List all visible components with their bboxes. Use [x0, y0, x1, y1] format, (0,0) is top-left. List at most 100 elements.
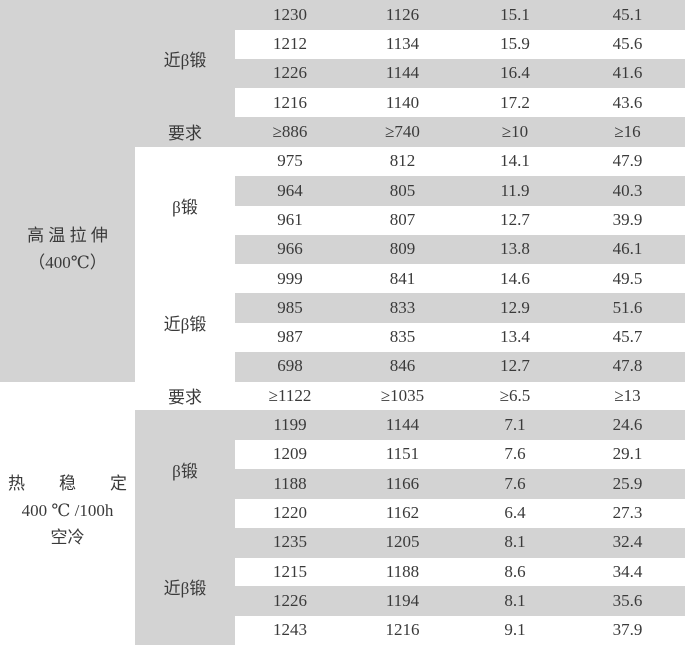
subgroup-shade — [135, 557, 235, 587]
table-cell: 8.1 — [504, 532, 526, 552]
table-cell: 15.9 — [500, 33, 530, 53]
table-cell: 14.6 — [500, 268, 530, 288]
table-cell: 1243 — [273, 620, 307, 640]
group-shade — [0, 351, 135, 382]
row-shade — [235, 586, 685, 617]
table-cell: 1162 — [385, 503, 420, 523]
subgroup-shade — [135, 29, 235, 60]
table-cell: 45.7 — [612, 327, 643, 347]
group-shade — [0, 175, 135, 206]
subgroup-label: 近β锻 — [163, 578, 207, 598]
table-cell: 49.5 — [612, 268, 643, 288]
subgroup-shade — [135, 586, 235, 617]
group-shade — [0, 205, 135, 236]
group-label-line: 空冷 — [50, 527, 85, 547]
group-shade — [0, 87, 135, 118]
group-shade — [0, 146, 135, 177]
table-cell: 37.9 — [612, 620, 643, 640]
subgroup-shade — [135, 498, 235, 529]
table-cell: 985 — [277, 297, 303, 317]
table-cell: 34.4 — [612, 561, 643, 581]
group-label-line: 高 温 拉 伸 — [27, 226, 108, 246]
table-cell: 966 — [277, 239, 303, 259]
table-cell: 40.3 — [612, 180, 643, 200]
table-cell: ≥740 — [385, 121, 420, 141]
group-label: 热 稳 定 400 ℃ /100h 空冷 — [0, 381, 135, 640]
table-cell: 25.9 — [612, 473, 643, 493]
table-cell: 809 — [389, 239, 416, 259]
row-shade — [235, 58, 685, 89]
table-cell: 1144 — [385, 415, 420, 435]
table-cell: 1188 — [273, 473, 307, 493]
table-cell: 1199 — [273, 415, 307, 435]
group-label-line: （400℃） — [28, 253, 107, 273]
table-cell: 47.8 — [612, 356, 643, 376]
table-cell: 961 — [277, 209, 303, 229]
table-cell: 8.6 — [504, 561, 526, 581]
table-cell: 13.8 — [500, 239, 530, 259]
table-cell: 841 — [389, 268, 416, 288]
table-cell: 999 — [277, 268, 303, 288]
table-cell: ≥10 — [501, 121, 529, 141]
subgroup-label: β锻 — [172, 197, 198, 217]
table-cell: 7.6 — [504, 473, 526, 493]
table-cell: 43.6 — [612, 92, 643, 112]
group-shade — [0, 322, 135, 353]
table-cell: 8.1 — [504, 591, 526, 611]
subgroup-label: 要求 — [168, 388, 202, 408]
table-cell: 41.6 — [612, 63, 643, 83]
subgroup-shade — [135, 527, 235, 558]
table-cell: 12.9 — [500, 297, 530, 317]
table-cell: 24.6 — [612, 415, 643, 435]
group-shade — [0, 29, 135, 60]
group-label: 高 温 拉 伸 （400℃） — [0, 117, 135, 381]
group-label-line: 热 稳 定 — [8, 473, 127, 493]
row-shade — [235, 351, 685, 382]
table-cell: 1209 — [273, 444, 307, 464]
row-shade — [235, 117, 685, 148]
subgroup-shade — [135, 469, 235, 499]
table-cell: 805 — [389, 180, 416, 200]
table-cell: 1134 — [385, 33, 420, 53]
row-shade — [235, 469, 685, 499]
table-cell: 46.1 — [612, 239, 643, 259]
table-cell: 964 — [277, 180, 303, 200]
row-shade — [235, 527, 685, 558]
group-label-line: 400 ℃ /100h — [21, 500, 114, 520]
table-cell: ≥13 — [614, 385, 641, 405]
table-cell: 11.9 — [500, 180, 530, 200]
table-cell: 846 — [389, 356, 416, 376]
table-cell: 812 — [389, 151, 416, 171]
table-cell: 1216 — [385, 620, 420, 640]
table-cell: 1144 — [385, 63, 420, 83]
group-shade — [0, 117, 135, 148]
subgroup-shade — [135, 439, 235, 470]
row-shade — [235, 175, 685, 206]
subgroup-shade — [135, 410, 235, 441]
table-cell: ≥16 — [614, 121, 641, 141]
group-shade — [0, 58, 135, 89]
table-cell: 1235 — [273, 532, 307, 552]
subgroup-shade — [135, 87, 235, 118]
table-cell: 975 — [277, 151, 303, 171]
table-cell: 1230 — [273, 4, 307, 24]
table-cell: 698 — [277, 356, 303, 376]
row-shade — [235, 234, 685, 265]
table-cell: 27.3 — [612, 503, 643, 523]
table-cell: 1140 — [385, 92, 420, 112]
table-cell: 987 — [277, 327, 303, 347]
table-cell: 1194 — [385, 591, 420, 611]
table-cell: 1212 — [273, 33, 307, 53]
table-cell: 14.1 — [500, 151, 530, 171]
table-cell: 13.4 — [500, 327, 530, 347]
table-cell: 1226 — [273, 63, 307, 83]
group-shade — [0, 0, 135, 30]
table-cell: ≥6.5 — [499, 385, 531, 405]
group-shade — [0, 234, 135, 265]
group-shade — [0, 293, 135, 323]
row-shade — [235, 410, 685, 441]
table-cell: 1151 — [385, 444, 420, 464]
table-cell: 45.1 — [612, 4, 643, 24]
table-cell: 1188 — [385, 561, 420, 581]
